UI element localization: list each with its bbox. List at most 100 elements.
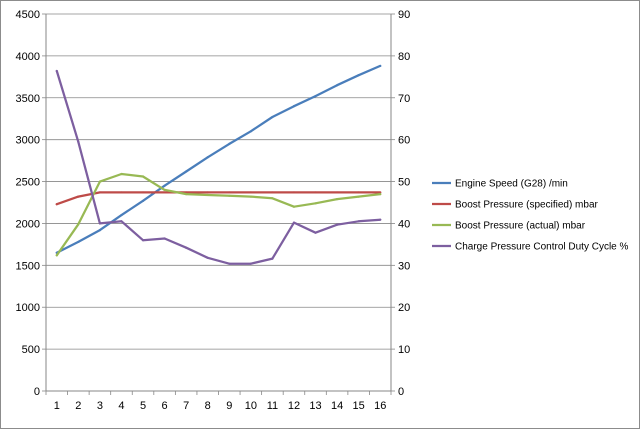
data-point (120, 220, 123, 223)
data-point (185, 193, 188, 196)
data-point (271, 191, 274, 194)
x-tick-label: 2 (75, 400, 81, 412)
data-point (249, 130, 252, 133)
x-tick-label: 16 (374, 400, 386, 412)
data-point (185, 246, 188, 249)
data-point (120, 172, 123, 176)
left-tick-label: 4500 (16, 9, 40, 21)
data-point (271, 197, 274, 200)
data-point (163, 188, 166, 192)
data-point (120, 191, 123, 194)
data-point (357, 220, 360, 223)
legend-entry: Charge Pressure Control Duty Cycle % (432, 242, 629, 253)
right-tick-label: 80 (398, 51, 410, 63)
data-point (206, 193, 209, 197)
left-tick-label: 500 (22, 344, 40, 356)
gridlines (46, 13, 391, 350)
data-point (77, 223, 80, 226)
data-point (77, 240, 80, 243)
x-tick-label: 11 (267, 400, 278, 412)
series-2 (55, 191, 382, 206)
x-tick-label: 3 (97, 400, 103, 412)
x-tick-label: 4 (118, 400, 124, 412)
data-point (98, 229, 102, 232)
x-tick-label: 8 (205, 400, 211, 412)
data-point (249, 195, 252, 198)
legend-entry: Engine Speed (G28) /min (432, 179, 568, 190)
x-tick-label: 10 (245, 400, 257, 412)
x-tick-label: 1 (54, 400, 60, 412)
data-point (314, 191, 317, 194)
data-point (379, 64, 382, 68)
left-tick-label: 2000 (16, 218, 40, 230)
right-tick-label: 70 (398, 93, 410, 105)
x-tick-label: 5 (140, 400, 146, 412)
right-tick-label: 10 (398, 344, 410, 356)
legend: Engine Speed (G28) /min Boost Pressure (s… (432, 179, 629, 253)
data-point (141, 175, 145, 178)
data-point (55, 203, 58, 206)
data-point (163, 237, 166, 240)
series-line (55, 69, 382, 265)
data-point (314, 202, 317, 205)
x-axis-tick-labels: 1 2 3 4 5 6 7 8 9 10 11 12 13 14 15 16 (54, 400, 387, 412)
x-tick-label: 9 (226, 400, 232, 412)
data-point (314, 231, 317, 234)
x-tick-label: 14 (331, 400, 343, 412)
data-point (335, 191, 339, 194)
data-point (77, 140, 80, 143)
x-tick-label: 7 (183, 400, 189, 412)
data-point (120, 213, 123, 217)
series-3 (55, 172, 382, 257)
right-tick-label: 60 (398, 135, 410, 147)
axes (42, 13, 395, 395)
data-point (357, 191, 360, 194)
series-line (55, 172, 382, 257)
series-line (55, 191, 382, 206)
data-point (271, 115, 274, 119)
data-point (163, 191, 166, 194)
data-point (163, 184, 166, 187)
data-point (249, 262, 252, 265)
data-point (98, 180, 102, 183)
legend-entry: Boost Pressure (specified) mbar (432, 200, 599, 211)
data-point (292, 205, 296, 208)
data-point (357, 195, 360, 198)
data-series (55, 64, 382, 265)
left-axis-tick-labels: 0 500 1000 1500 2000 2500 3000 3500 4000 4500 (16, 9, 40, 398)
data-point (292, 191, 296, 194)
data-point (228, 191, 231, 194)
left-tick-label: 1500 (16, 260, 40, 272)
data-point (141, 239, 145, 242)
data-point (228, 262, 231, 265)
legend-label: Boost Pressure (specified) mbar (455, 200, 599, 211)
legend-label: Boost Pressure (actual) mbar (455, 221, 586, 232)
right-tick-label: 50 (398, 177, 410, 189)
data-point (206, 256, 209, 259)
right-tick-label: 90 (398, 9, 410, 21)
right-axis-tick-labels: 0 10 20 30 40 50 60 70 80 90 (398, 9, 410, 398)
left-tick-label: 2500 (16, 177, 40, 189)
x-tick-label: 13 (309, 400, 321, 412)
series-line (55, 64, 382, 254)
data-point (249, 191, 252, 194)
data-point (292, 105, 296, 108)
data-point (141, 199, 145, 202)
data-point (357, 74, 360, 77)
data-point (141, 191, 145, 194)
data-point (335, 84, 339, 87)
right-tick-label: 30 (398, 260, 410, 272)
data-point (335, 198, 339, 201)
right-tick-label: 40 (398, 218, 410, 230)
legend-label: Engine Speed (G28) /min (455, 179, 568, 190)
left-tick-label: 3500 (16, 93, 40, 105)
data-point (55, 69, 58, 73)
data-point (228, 142, 231, 145)
data-point (228, 194, 231, 197)
left-tick-label: 0 (34, 386, 40, 398)
data-point (379, 218, 382, 221)
data-point (206, 191, 209, 194)
x-tick-label: 6 (162, 400, 168, 412)
